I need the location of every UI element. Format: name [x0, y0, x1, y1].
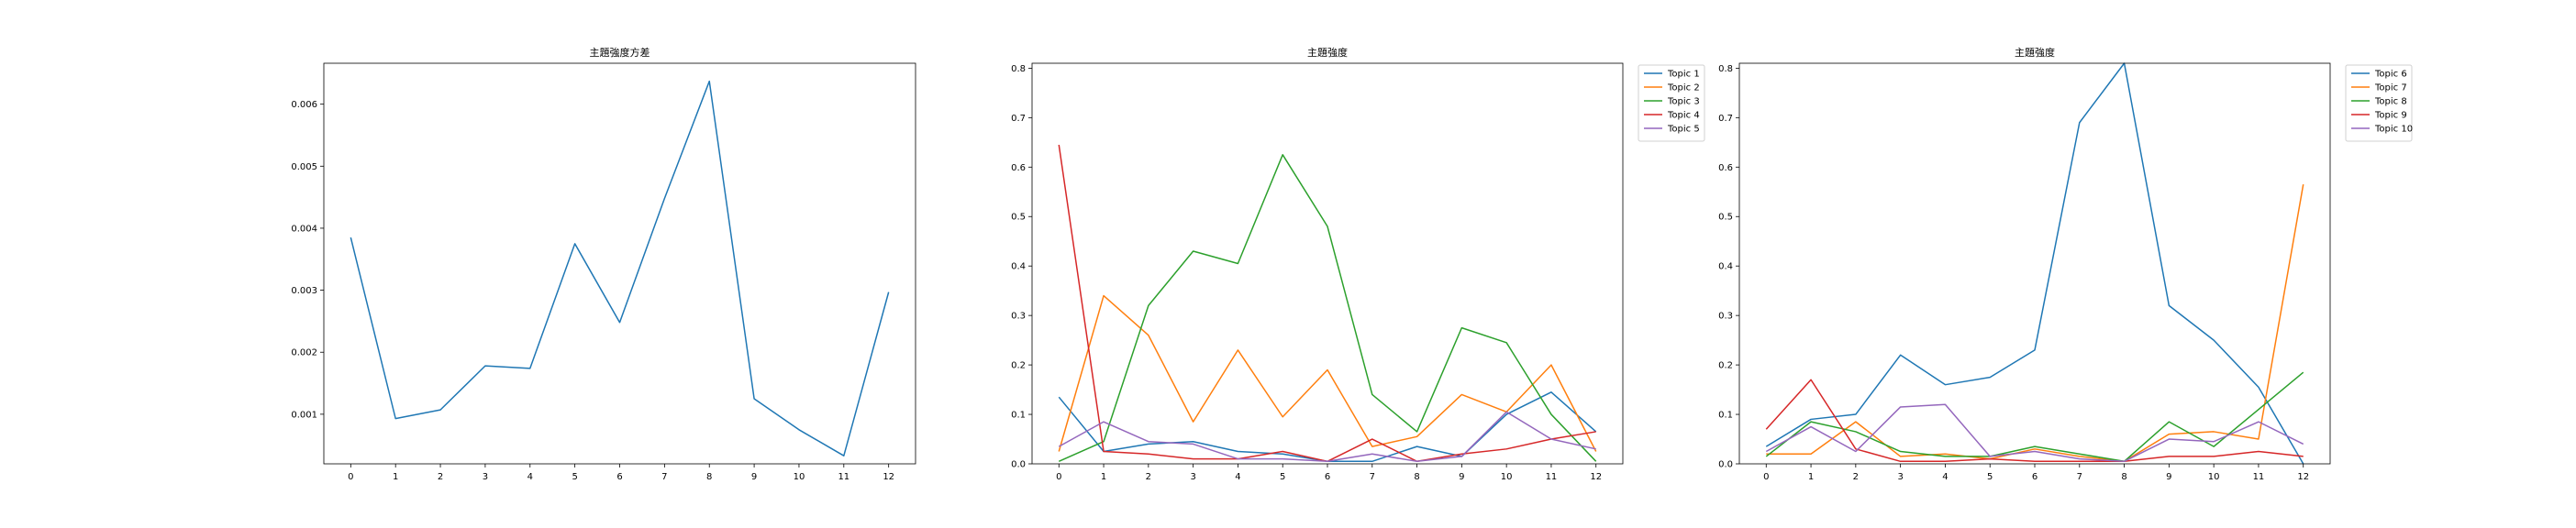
x-tick-label: 9 — [1459, 472, 1464, 482]
x-tick-label: 1 — [393, 472, 398, 482]
x-tick-label: 2 — [1853, 472, 1859, 482]
x-tick-label: 3 — [1190, 472, 1195, 482]
legend-label: Topic 5 — [1667, 125, 1700, 135]
legend-label: Topic 9 — [2374, 111, 2407, 121]
series-line-topic-2 — [1058, 294, 1597, 452]
y-tick-label: 0.2 — [1718, 361, 1733, 371]
chart-title: 主題強度 — [1307, 46, 1348, 59]
x-tick-label: 4 — [1942, 472, 1948, 482]
x-tick-label: 10 — [1501, 472, 1513, 482]
x-tick-label: 3 — [483, 472, 488, 482]
y-tick-label: 0.003 — [291, 286, 317, 296]
x-tick-label: 4 — [527, 472, 533, 482]
legend-label: Topic 1 — [1667, 70, 1700, 80]
x-tick-label: 5 — [572, 472, 577, 482]
x-tick-label: 5 — [1280, 472, 1285, 482]
chart-title: 主題強度 — [2015, 46, 2055, 59]
series-line-topic-5 — [1058, 411, 1596, 463]
series-line-topic-7 — [1766, 184, 2304, 463]
y-tick-label: 0.6 — [1718, 163, 1733, 173]
legend: Topic 1 Topic 2 Topic 3 Topic 4 Topic 5 — [1638, 64, 1705, 142]
x-tick-label: 5 — [1987, 472, 1993, 482]
x-tick-label: 4 — [1235, 472, 1240, 482]
series-line-topic-4 — [1058, 144, 1596, 463]
x-tick-label: 7 — [2077, 472, 2082, 482]
legend-label: Topic 6 — [2374, 70, 2407, 80]
x-tick-label: 1 — [1808, 472, 1814, 482]
x-tick-label: 8 — [706, 472, 712, 482]
y-tick-label: 0.4 — [1718, 262, 1733, 272]
y-tick-label: 0.5 — [1011, 213, 1026, 223]
y-tick-label: 0.006 — [291, 100, 317, 110]
y-tick-label: 0.3 — [1718, 312, 1733, 322]
legend-label: Topic 7 — [2374, 83, 2407, 94]
legend-label: Topic 3 — [1667, 97, 1700, 107]
x-tick-label: 9 — [751, 472, 757, 482]
plot-frame — [1031, 62, 1624, 465]
x-tick-label: 6 — [616, 472, 622, 482]
series-line-topic-6 — [1765, 62, 2304, 465]
x-tick-label: 11 — [2253, 472, 2265, 482]
series-line-topic-10 — [1765, 403, 2304, 463]
plot-frame — [323, 62, 916, 465]
x-tick-label: 6 — [2032, 472, 2037, 482]
x-tick-label: 9 — [2166, 472, 2171, 482]
x-tick-label: 8 — [2121, 472, 2126, 482]
x-tick-label: 2 — [1146, 472, 1151, 482]
y-tick-label: 0.5 — [1718, 213, 1733, 223]
x-tick-label: 0 — [1056, 472, 1061, 482]
x-tick-label: 1 — [1101, 472, 1106, 482]
x-tick-label: 8 — [1414, 472, 1419, 482]
x-tick-label: 11 — [838, 472, 849, 482]
y-tick-label: 0.4 — [1011, 262, 1026, 272]
legend: Topic 6 Topic 7 Topic 8 Topic 9 Topic 10 — [2345, 64, 2413, 142]
x-tick-label: 7 — [661, 472, 667, 482]
x-tick-label: 10 — [2208, 472, 2220, 482]
y-tick-label: 0.005 — [291, 162, 317, 172]
legend-label: Topic 8 — [2374, 97, 2407, 107]
x-tick-label: 2 — [438, 472, 443, 482]
y-tick-label: 0.3 — [1011, 312, 1026, 322]
x-tick-label: 12 — [2297, 472, 2309, 482]
y-tick-label: 0.8 — [1011, 64, 1026, 74]
series-line-1-1 — [350, 80, 890, 456]
x-tick-label: 12 — [1590, 472, 1602, 482]
x-tick-label: 11 — [1546, 472, 1558, 482]
series-line-topic-3 — [1058, 154, 1597, 462]
x-tick-label: 10 — [794, 472, 805, 482]
y-tick-label: 0.002 — [291, 348, 317, 358]
y-tick-label: 0.1 — [1718, 411, 1733, 421]
x-tick-label: 0 — [348, 472, 353, 482]
y-tick-label: 0.7 — [1718, 114, 1733, 124]
series-line-topic-8 — [1765, 371, 2304, 463]
y-tick-label: 0.6 — [1011, 163, 1026, 173]
y-tick-label: 0.2 — [1011, 361, 1026, 371]
y-tick-label: 0.001 — [291, 410, 317, 420]
legend-box — [1638, 64, 1705, 142]
series-line-topic-9 — [1765, 379, 2304, 463]
x-tick-label: 0 — [1763, 472, 1769, 482]
chart-title: 主題強度方差 — [590, 46, 650, 59]
plot-frame — [1738, 62, 2331, 465]
legend-label: Topic 2 — [1667, 83, 1700, 94]
y-tick-label: 0.004 — [291, 224, 317, 234]
legend-label: Topic 4 — [1667, 111, 1700, 121]
y-tick-label: 0.7 — [1011, 114, 1026, 124]
x-tick-label: 3 — [1897, 472, 1903, 482]
y-tick-label: 0.8 — [1718, 64, 1733, 74]
y-tick-label: 0.0 — [1011, 460, 1026, 470]
y-tick-label: 0.0 — [1718, 460, 1733, 470]
legend-label: Topic 10 — [2374, 125, 2413, 135]
y-tick-label: 0.1 — [1011, 411, 1026, 421]
x-tick-label: 12 — [883, 472, 894, 482]
x-tick-label: 7 — [1370, 472, 1375, 482]
x-tick-label: 6 — [1325, 472, 1330, 482]
legend-box — [2345, 64, 2413, 142]
